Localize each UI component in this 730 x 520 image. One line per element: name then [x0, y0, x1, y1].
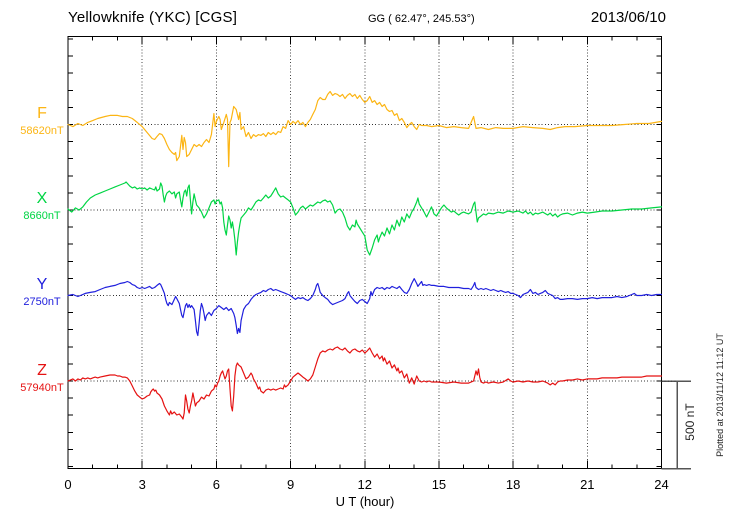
component-label-group-y: Y 2750nT — [10, 276, 74, 309]
component-baseline-x: 8660nT — [23, 210, 61, 222]
component-letter-y: Y — [36, 276, 48, 293]
x-tick-label-15: 15 — [432, 477, 446, 492]
plot-date: 2013/06/10 — [590, 9, 666, 26]
x-tick-label-6: 6 — [213, 477, 220, 492]
x-tick-label-24: 24 — [654, 477, 668, 492]
component-baseline-z: 57940nT — [20, 382, 64, 394]
component-letter-f: F — [37, 105, 47, 122]
component-label-group-f: F 58620nT — [10, 105, 74, 138]
plot-title: Yellowknife (YKC) [CGS] — [68, 9, 238, 26]
component-label-group-z: Z 57940nT — [10, 362, 74, 395]
observatory-coords: GG ( 62.47°, 245.53°) — [368, 13, 475, 25]
scale-bar-label: 500 nT — [683, 403, 697, 441]
x-tick-label-12: 12 — [358, 477, 372, 492]
plot-timestamp-note: Plotted at 2013/11/12 11:12 UT — [715, 333, 725, 457]
component-baseline-f: 58620nT — [20, 125, 64, 137]
x-tick-label-0: 0 — [64, 477, 71, 492]
x-tick-label-9: 9 — [287, 477, 294, 492]
component-letter-z: Z — [37, 362, 47, 379]
x-axis-label: U T (hour) — [335, 494, 395, 509]
component-baseline-y: 2750nT — [23, 296, 61, 308]
component-label-group-x: X 8660nT — [10, 190, 74, 223]
x-tick-label-21: 21 — [580, 477, 594, 492]
x-tick-label-18: 18 — [506, 477, 520, 492]
component-letter-x: X — [36, 190, 48, 207]
x-tick-label-3: 3 — [139, 477, 146, 492]
